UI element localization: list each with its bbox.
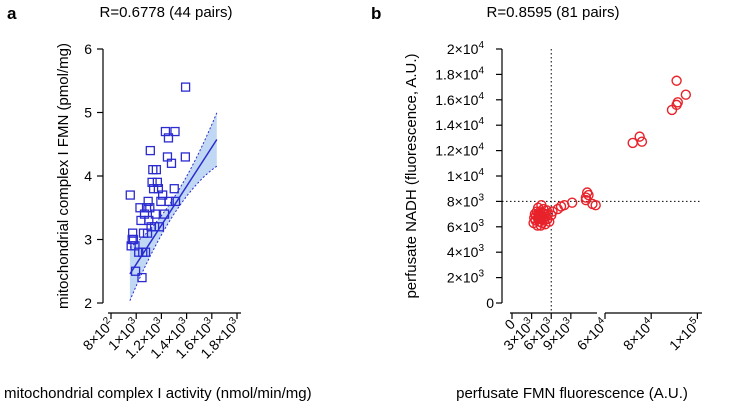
panel-a-y-tick-label: 3 [84,232,92,248]
panel-b-x-label: perfusate FMN fluorescence (A.U.) [456,385,688,402]
panel-a-point [125,190,135,200]
panel-a-point [163,133,174,143]
panel-a-y-tick-label: 4 [84,168,92,184]
panel-a-ci-lower [129,165,218,301]
panel-a-point [150,209,161,219]
panel-b: b R=0.8595 (81 pairs) 02×103 4×103 6×103 8×… [371,4,704,402]
panel-b-point [544,216,555,227]
panel-a-point [137,272,147,283]
panel-a-point [180,152,190,162]
panel-a-point [128,234,139,245]
panel-a-point [164,196,174,207]
panel-a-point [140,247,151,257]
panel-a-point [166,158,177,168]
panel-a-point [145,145,155,156]
panel-b-point [580,192,592,203]
panel-b-point [636,136,648,147]
panel-b-y-tick-label: 8×103 [447,192,485,209]
panel-a-point [147,177,157,188]
panel-a-point [160,126,171,137]
panel-b-reference-lines [502,49,702,313]
panel-a-point [159,209,170,219]
panel-b-points [528,75,692,231]
panel-a: a R=0.6778 (44 pairs) 2 3 4 5 6 8×1021×1031.… [4,4,312,402]
panel-a-x-label: mitochondrial complex I activity (nmol/m… [4,385,312,402]
panel-a-point [151,164,162,175]
panel-a-point [154,222,165,232]
panel-b-y-tick-label: 2×103 [447,269,485,286]
panel-b-point [583,189,594,201]
panel-a-points [125,82,191,283]
panel-a-y-ticks: 2 3 4 5 6 [84,41,103,311]
panel-a-label: a [7,4,17,23]
panel-a-point [130,266,141,276]
panel-a-y-label: mitochondrial complex I FMN (pmol/mg) [55,43,72,309]
panel-b-point [672,97,683,108]
panel-a-ci-upper [129,112,218,248]
panel-a-y-tick-label: 2 [84,295,92,311]
panel-a-point [180,82,191,92]
panel-b-y-tick-label: 6×103 [447,218,485,235]
panel-b-title: R=0.8595 (81 pairs) [487,4,620,21]
panel-a-point [169,184,179,194]
panel-b-label: b [371,4,381,23]
panel-b-y-tick-label: 4×103 [447,243,485,260]
panel-a-fit-line [129,139,218,275]
panel-b-y-tick-label: 1.4×104 [435,116,484,133]
panel-a-point [144,215,154,226]
panel-b-y-tick-label: 1.2×104 [435,142,484,159]
panel-a-point [170,196,181,207]
panel-a-point [158,190,168,200]
panel-a-y-tick-label: 5 [84,105,92,121]
panel-b-point [547,206,558,217]
panel-a-y-tick-label: 6 [84,41,92,57]
panel-b-x-tick-label: 8×104 [619,315,658,354]
panel-b-x-tick-label: 6×104 [573,315,612,354]
panel-a-point [128,228,138,238]
panel-a-title: R=0.6778 (44 pairs) [100,4,233,21]
panel-b-y-tick-label: 0 [486,295,494,311]
panel-b-y-tick-label: 1.6×104 [435,91,484,108]
panel-b-point [680,89,692,100]
panel-a-point [152,177,163,188]
panel-a-point [149,222,160,232]
panel-b-point [590,200,601,211]
panel-b-y-tick-label: 1.8×104 [435,65,484,82]
panel-b-point [671,75,682,86]
panel-b-y-ticks: 02×103 4×103 6×103 8×103 1×104 1.2×104 1.4×104… [435,40,502,311]
panel-a-point [143,196,153,207]
panel-b-y-tick-label: 2×104 [447,40,485,57]
panel-b-point [566,197,578,208]
panel-b-y-tick-label: 1×104 [447,167,485,184]
panel-b-y-label: perfusate NADH (fluorescence, A.U.) [403,53,420,298]
panel-b-x-tick-label: 1×105 [665,315,704,354]
panel-b-point [634,131,645,142]
panel-a-point [170,126,180,137]
panel-a-point [145,203,155,213]
